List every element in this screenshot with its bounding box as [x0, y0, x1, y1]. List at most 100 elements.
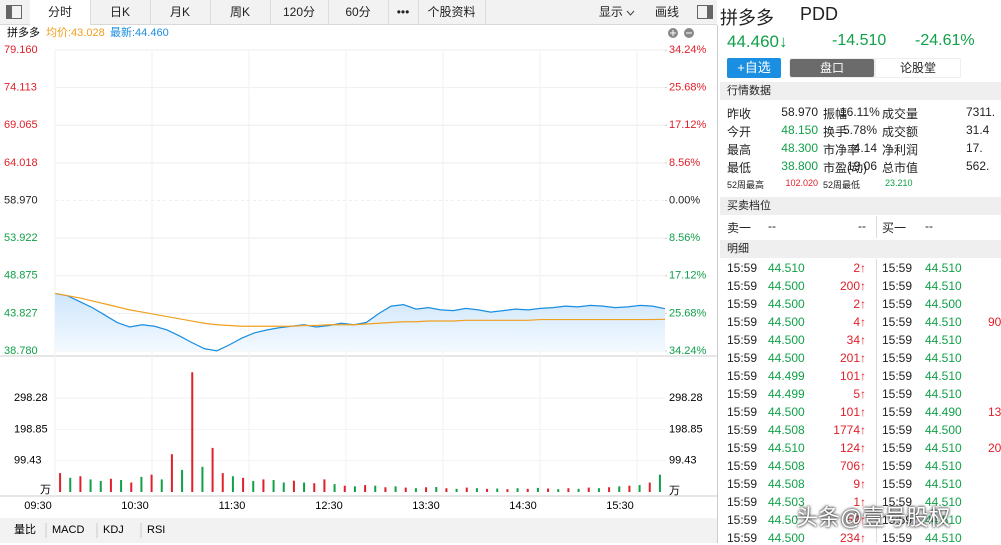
book-price: --	[925, 219, 933, 233]
tab[interactable]: 日K	[90, 0, 151, 24]
volume-bar	[303, 482, 306, 492]
field-value: 102.020	[785, 178, 818, 188]
tab[interactable]: 60分	[328, 0, 389, 24]
trade-time: 15:59	[727, 387, 758, 401]
volume-bar	[384, 487, 387, 492]
volume-bar	[120, 480, 123, 492]
draw-tab[interactable]: 画线	[654, 5, 679, 19]
trade-volume: 54↑	[846, 513, 866, 527]
tab[interactable]: •••	[388, 0, 419, 24]
volume-bar	[425, 487, 428, 492]
book-tab[interactable]: 盘口	[790, 59, 874, 77]
indicator-tab: 量比	[14, 523, 36, 536]
volume-bar	[394, 486, 397, 492]
trade-time: 15:59	[882, 333, 913, 347]
field-value: 58.970	[781, 105, 818, 119]
trade-price: 44.510	[925, 261, 962, 275]
trade-time: 15:59	[727, 315, 758, 329]
trade-time: 15:59	[727, 261, 758, 275]
tab[interactable]: 个股资料	[418, 0, 486, 24]
volume-bar	[150, 474, 153, 492]
trade-time: 15:59	[882, 261, 913, 275]
field-label: 52周最低	[823, 180, 861, 190]
x-tick-label: 15:30	[606, 500, 634, 512]
volume-bar	[577, 488, 580, 492]
panel-icon[interactable]	[697, 5, 713, 19]
trade-price: 44.500	[768, 351, 805, 365]
field-label: 成交额	[882, 125, 919, 139]
trade-price: 44.510	[925, 513, 962, 527]
y-tick-label: 69.065	[4, 119, 38, 131]
field-label: 换手	[823, 125, 848, 139]
field-value: 17.	[966, 141, 983, 155]
trade-time: 15:59	[882, 477, 913, 491]
volume-bar	[109, 478, 112, 492]
tab[interactable]: 月K	[150, 0, 211, 24]
book-label: 卖一	[727, 221, 752, 235]
forum-tab[interactable]: 论股堂	[876, 59, 960, 77]
display-tab[interactable]: 显示	[592, 0, 642, 24]
volume-bar	[201, 466, 204, 492]
y-tick-label: 43.827	[4, 307, 38, 319]
toolbar	[0, 0, 717, 25]
price-line	[54, 292, 666, 352]
trade-volume: 1774↑	[833, 423, 866, 437]
y2-tick-label: 0.00%	[669, 194, 700, 206]
field-value: 38.800	[781, 159, 818, 173]
watch-button[interactable]: +自选	[727, 58, 781, 78]
trade-price: 44.508	[768, 477, 805, 491]
volume-unit: 万	[40, 484, 51, 496]
y2-tick-label: 8.56%	[669, 157, 700, 169]
trade-time: 15:59	[882, 405, 913, 419]
x-tick-label: 13:30	[412, 500, 440, 512]
trade-volume: 5↑	[853, 387, 866, 401]
trade-price: 44.490	[925, 405, 962, 419]
tab[interactable]: 周K	[210, 0, 271, 24]
book-volume: --	[858, 219, 866, 233]
avg-label: 均价:43.028	[46, 26, 105, 39]
change: -14.510	[832, 32, 887, 49]
trade-price: 44.508	[768, 423, 805, 437]
trade-time: 15:59	[882, 531, 913, 545]
trade-time: 15:59	[727, 279, 758, 293]
x-tick-label: 11:30	[219, 500, 246, 512]
x-tick-label: 14:30	[509, 500, 537, 512]
trade-time: 15:59	[882, 387, 913, 401]
field-value: 48.150	[781, 123, 818, 137]
volume-bar	[211, 447, 214, 492]
volume-bar	[59, 473, 62, 492]
tab[interactable]: 分时	[30, 0, 91, 25]
indicator-tab: MACD	[52, 524, 84, 536]
trade-price: 44.510	[925, 531, 962, 545]
field-label: 最低	[727, 161, 752, 175]
volume-bar	[374, 485, 377, 492]
change-pct: -24.61%	[915, 32, 975, 49]
display-label: 显示	[598, 5, 623, 19]
chart: 拼多多 均价:43.028 最新:44.460 79.160 74.113 69.0…	[0, 25, 718, 543]
volume-bar	[272, 480, 275, 492]
trade-price: 44.500	[925, 297, 962, 311]
field-label: 最高	[727, 143, 752, 157]
trade-price: 44.500	[768, 333, 805, 347]
volume-tick-label: 99.43	[669, 455, 697, 467]
volume-bar	[465, 487, 468, 492]
field-value: 16.11%	[840, 105, 880, 119]
field-value: 5.78%	[842, 123, 877, 137]
trade-time: 15:59	[727, 405, 758, 419]
volume-bar	[130, 482, 133, 492]
panel-icon[interactable]	[6, 5, 22, 19]
stock-code: PDD	[800, 4, 839, 24]
y2-tick-label: 17.12%	[669, 119, 707, 131]
tab[interactable]: 120分	[270, 0, 329, 24]
volume-bar	[526, 488, 529, 492]
volume-bar	[282, 482, 285, 492]
volume-bar	[323, 479, 326, 492]
trade-price: 44.50	[768, 513, 799, 527]
volume-bar	[252, 480, 255, 492]
trade-time: 15:59	[882, 423, 913, 437]
volume-bar	[191, 372, 194, 492]
trade-time: 15:59	[727, 369, 758, 383]
section-header: 买卖档位	[720, 197, 1001, 215]
section-header: 明细	[720, 240, 1001, 258]
